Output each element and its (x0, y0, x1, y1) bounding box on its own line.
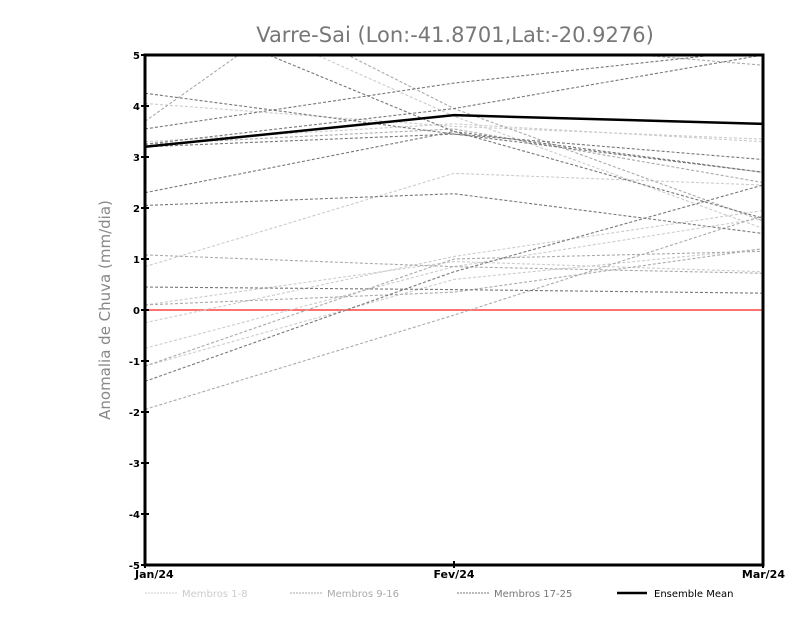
y-tick-label: 4 (133, 102, 140, 113)
member-line-group3-1 (145, 92, 763, 161)
x-tick-label: Fev/24 (433, 568, 474, 581)
member-line-group1-5 (145, 248, 763, 367)
y-tick-label: 0 (133, 306, 140, 317)
legend-label: Membros 9-16 (327, 589, 399, 600)
y-tick-label: 1 (133, 255, 140, 266)
y-tick-label: -5 (129, 561, 140, 572)
member-line-group3-2 (145, 55, 721, 130)
chart-title: Varre-Sai (Lon:-41.8701,Lat:-20.9276) (256, 23, 654, 47)
member-line-group3-3 (145, 55, 763, 145)
member-line-group3-7 (145, 184, 763, 382)
y-tick-label: -2 (129, 408, 140, 419)
y-tick-label: -1 (129, 357, 140, 368)
legend-item: Membros 1-8 (145, 589, 248, 600)
member-line-group1-7 (145, 260, 763, 306)
ensemble-mean-line (145, 113, 763, 149)
member-line-group2-8 (632, 55, 763, 66)
legend-item: Membros 9-16 (290, 589, 399, 600)
y-tick-label: 3 (133, 153, 140, 164)
member-line-group2-4 (145, 254, 763, 274)
x-tick-label: Jan/24 (134, 568, 174, 581)
member-line-group3-8 (145, 133, 763, 173)
member-line-group2-7 (145, 250, 763, 367)
y-tick-label: 5 (133, 51, 140, 62)
member-line-group2-1 (145, 55, 240, 122)
member-line-group2-2 (145, 215, 763, 410)
member-line-group1-3 (145, 210, 763, 324)
member-line-group1-8 (145, 123, 763, 143)
legend-label: Membros 17-25 (494, 589, 572, 600)
y-axis-label: Anomalia de Chuva (mm/dia) (96, 200, 114, 420)
member-line-group3-5 (145, 193, 763, 235)
member-line-group1-1 (145, 172, 763, 268)
legend-item: Ensemble Mean (617, 589, 733, 600)
member-line-group3-4 (145, 130, 763, 194)
member-line-group2-3 (145, 248, 763, 306)
member-line-group1-2 (145, 102, 763, 140)
member-line-group1-4 (145, 217, 763, 349)
x-tick-label: Mar/24 (742, 568, 785, 581)
y-tick-label: 2 (133, 204, 140, 215)
member-line-group1-6 (315, 55, 763, 229)
legend-label: Ensemble Mean (654, 589, 733, 600)
y-tick-label: -3 (129, 459, 140, 470)
legend-item: Membros 17-25 (457, 589, 572, 600)
y-tick-label: -4 (129, 510, 140, 521)
legend-label: Membros 1-8 (182, 589, 248, 600)
member-line-group3-6 (145, 286, 763, 294)
